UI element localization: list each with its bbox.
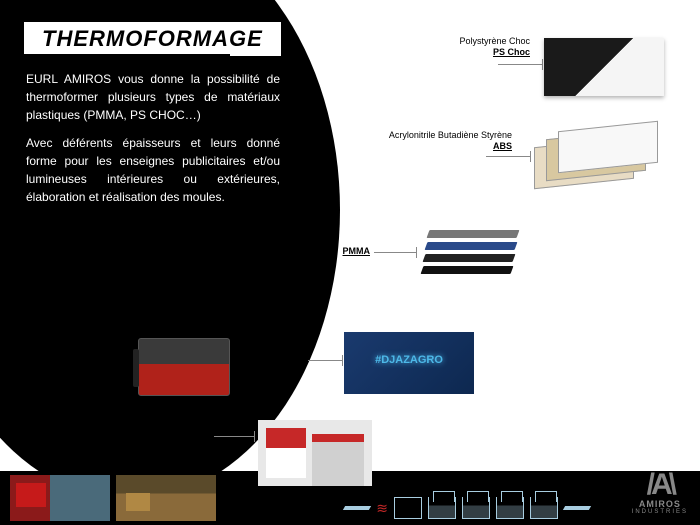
process-heat-icon: ≋ bbox=[376, 501, 388, 515]
item-ps-choc-label: Polystyrène Choc PS Choc bbox=[420, 36, 530, 58]
abs-thumbnail bbox=[534, 124, 664, 184]
thermoforming-machine-image bbox=[138, 338, 230, 396]
connector-stand bbox=[214, 436, 254, 437]
connector-pmma bbox=[374, 252, 416, 253]
process-step-mold1 bbox=[428, 497, 456, 519]
logo-subtitle: INDUSTRIES bbox=[632, 509, 688, 515]
process-step-final bbox=[563, 506, 591, 510]
process-step-heated bbox=[394, 497, 422, 519]
process-step-mold4 bbox=[530, 497, 558, 519]
process-step-sheet bbox=[343, 506, 371, 510]
amiros-logo: /A\ AMIROS INDUSTRIES bbox=[632, 473, 688, 515]
connector-ps bbox=[498, 64, 542, 65]
connector-abs bbox=[486, 156, 530, 157]
luminous-sign-thumbnail: #DJAZAGRO bbox=[344, 332, 474, 394]
storefront-thumbnail-1 bbox=[10, 475, 110, 521]
title-underline bbox=[24, 54, 230, 57]
process-step-mold3 bbox=[496, 497, 524, 519]
connector-sign bbox=[308, 360, 342, 361]
logo-mark: /A\ bbox=[632, 473, 688, 497]
body-text: EURL AMIROS vous donne la possibilité de… bbox=[26, 70, 280, 206]
logo-name: AMIROS bbox=[632, 499, 688, 509]
stand-thumbnail bbox=[258, 420, 372, 486]
item-abs-label: Acrylonitrile Butadiène Styrène ABS bbox=[362, 130, 512, 152]
item-sign-label: Enseignes lumineuses bbox=[250, 344, 304, 366]
paragraph-2: Avec déférents épaisseurs et leurs donné… bbox=[26, 134, 280, 206]
paragraph-1: EURL AMIROS vous donne la possibilité de… bbox=[26, 70, 280, 124]
page-title: THERMOFORMAGE bbox=[24, 22, 281, 56]
process-step-mold2 bbox=[462, 497, 490, 519]
pmma-thumbnail bbox=[420, 230, 520, 290]
thermoforming-process-diagram: ≋ bbox=[344, 497, 590, 519]
item-stand-label: Stand bbox=[178, 430, 218, 441]
ps-choc-thumbnail bbox=[544, 38, 664, 96]
item-pmma-label: PMMA bbox=[320, 246, 370, 257]
storefront-thumbnail-2 bbox=[116, 475, 216, 521]
